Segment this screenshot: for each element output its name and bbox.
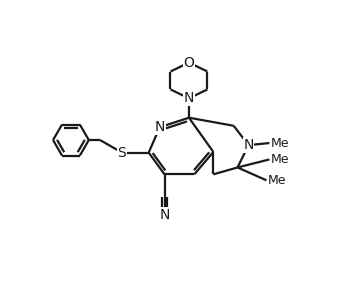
Text: N: N	[184, 91, 194, 105]
Text: S: S	[117, 146, 126, 159]
Text: N: N	[243, 138, 254, 152]
Text: O: O	[184, 56, 194, 69]
Text: Me: Me	[271, 153, 290, 166]
Text: Me: Me	[268, 174, 287, 187]
Text: N: N	[154, 120, 165, 134]
Text: Me: Me	[271, 136, 290, 150]
Text: N: N	[159, 208, 170, 222]
